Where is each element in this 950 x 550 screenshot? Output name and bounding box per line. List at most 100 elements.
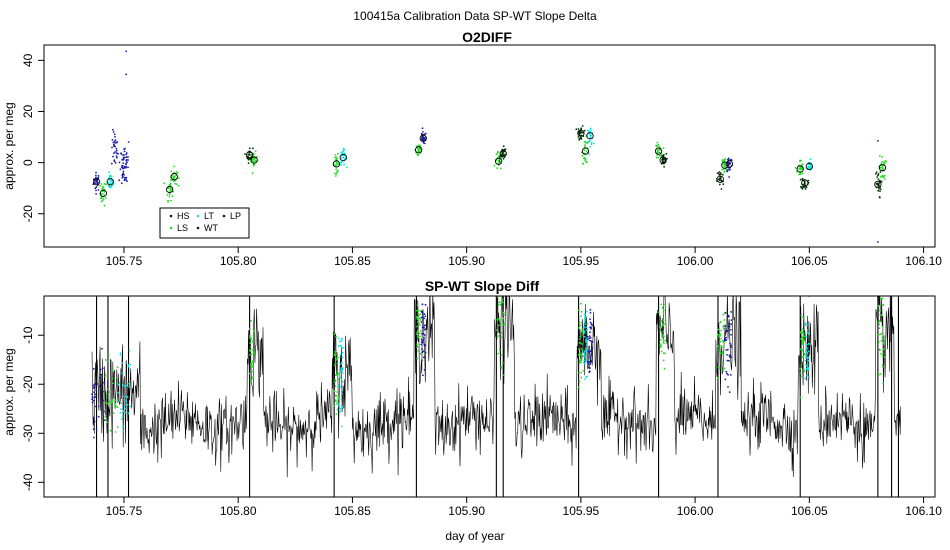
data-point [661,154,664,157]
calibration-point [419,310,422,312]
data-point [882,160,885,163]
data-point [112,141,115,144]
calibration-point [728,315,730,318]
calibration-point [881,355,884,357]
calibration-point [127,382,129,385]
calibration-point [101,390,104,393]
calibration-point [806,351,809,354]
plot-area-slope-diff [91,294,901,497]
calibration-point [121,362,124,364]
calibration-point [94,393,97,396]
calibration-point [419,335,422,337]
legend-label-lp: LP [230,211,241,221]
data-point [123,179,126,182]
calibration-point [504,323,506,326]
data-point-outlier [876,240,879,243]
calibration-point [580,348,583,350]
calibration-point [423,343,426,346]
calibration-point [882,304,884,307]
calibration-point [249,335,251,337]
calibration-point [341,369,344,371]
calibration-point [721,361,724,364]
calibration-point [107,353,110,356]
calibration-point [581,349,584,352]
data-point [665,152,668,155]
calibration-point [585,338,588,340]
calibration-point [877,341,880,344]
data-point [588,153,590,156]
calibration-point [882,348,884,351]
calibration-point [590,347,593,350]
calibration-point [252,336,255,339]
data-point [125,165,128,168]
data-point [730,159,733,162]
calibration-point [114,431,117,433]
data-point [114,151,116,153]
data-point [589,139,591,142]
calibration-point [582,355,585,358]
data-point [167,201,169,203]
calibration-point [252,334,255,336]
data-point [800,159,802,162]
data-point [251,172,254,175]
data-point [95,186,98,188]
data-point [590,143,593,146]
calibration-point [498,348,501,351]
calibration-point [342,380,344,383]
calibration-point [250,353,253,356]
o2diff-x-tick-label: 105.80 [220,254,257,268]
calibration-point [423,337,425,339]
data-point [664,159,667,162]
data-point [663,166,665,168]
data-point [879,171,882,173]
calibration-point [583,294,585,296]
legend-marker-wt [196,226,200,230]
calibration-point [801,328,804,331]
calibration-point [503,314,505,316]
calibration-point [500,318,502,321]
calibration-point [664,352,666,355]
data-point [497,162,499,165]
calibration-point [807,369,809,372]
data-point [177,184,180,187]
calibration-point [589,309,592,311]
data-point [113,133,116,136]
data-point [585,160,587,163]
mean-marker [586,132,594,140]
calibration-point [662,324,664,327]
mean-marker [577,129,585,137]
data-point [102,198,105,201]
calibration-point [498,335,500,337]
data-point [122,170,125,173]
calibration-point [339,410,342,413]
data-point [123,150,126,153]
data-point [577,128,580,130]
data-point [94,187,97,190]
calibration-point [799,372,802,375]
mean-marker [725,160,734,168]
calibration-point [121,415,124,418]
calibration-point [580,321,583,324]
data-point [252,147,254,150]
calibration-point [120,402,123,404]
calibration-point [114,403,116,405]
data-point [174,175,176,178]
data-point [421,127,424,130]
calibration-point [729,374,732,376]
data-point [420,137,423,140]
calibration-point [801,337,803,339]
data-point [122,167,125,170]
calibration-point [801,340,803,342]
calibration-point [589,357,592,360]
calibration-point [584,378,586,380]
calibration-point [589,331,591,334]
calibration-point [415,309,418,312]
data-point [125,156,128,159]
calibration-point [586,335,589,338]
data-point-outlier [125,50,128,53]
data-point [579,131,581,134]
calibration-point [806,367,808,370]
calibration-point [730,311,732,313]
data-point [342,147,345,150]
calibration-point [663,367,666,370]
